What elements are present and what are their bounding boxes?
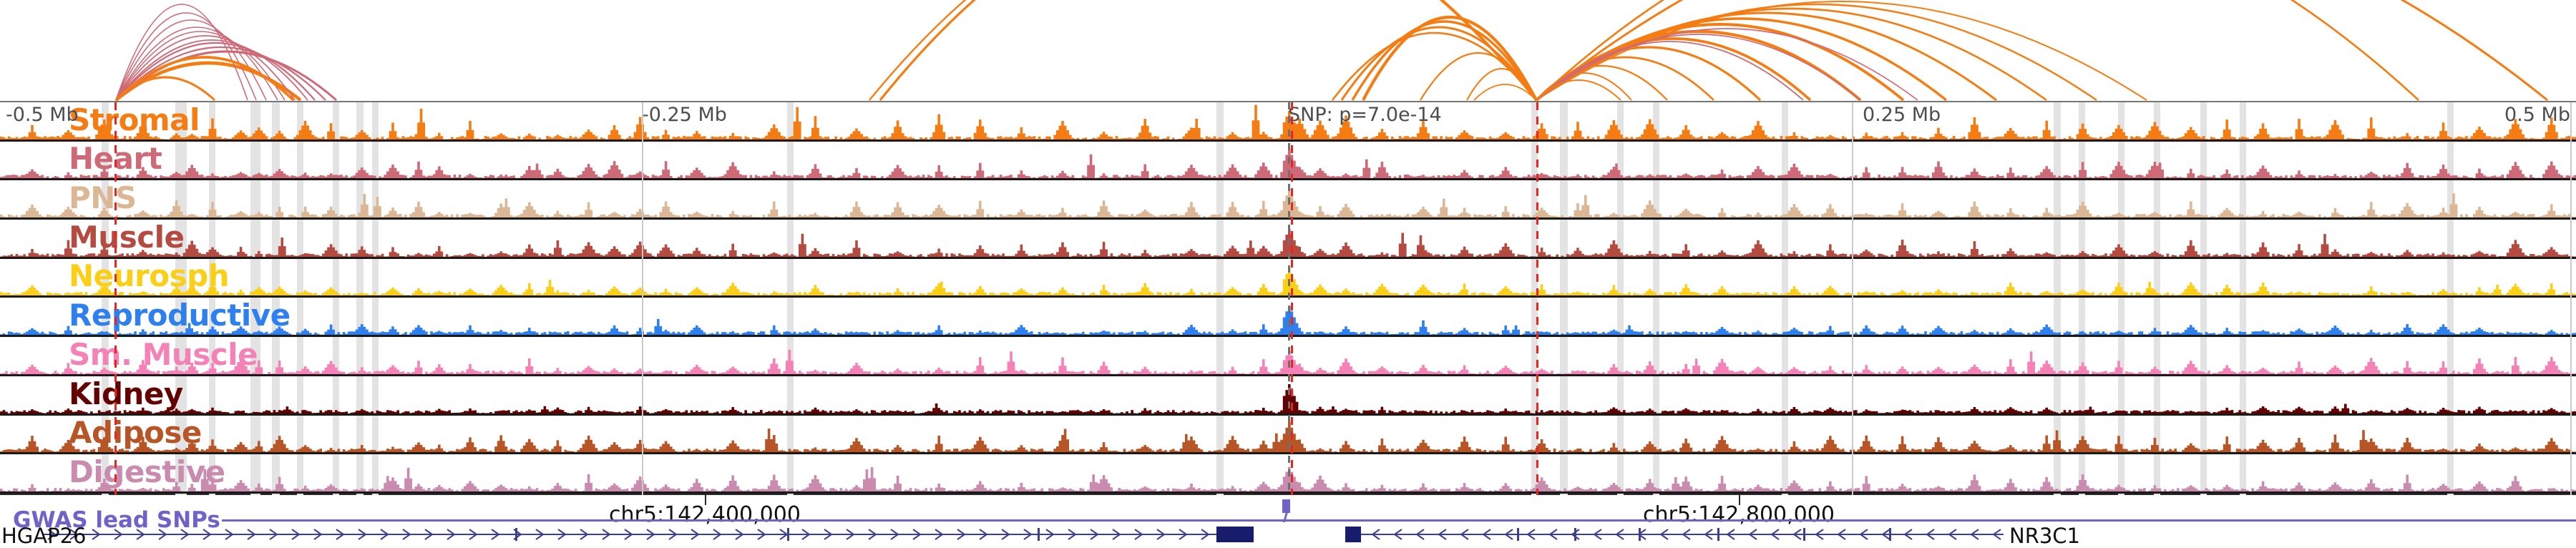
track-label-digestive: Digestive bbox=[69, 454, 225, 489]
gwas-snp-baseline bbox=[222, 519, 2576, 522]
chromatin-loop-arc bbox=[1351, 20, 1538, 101]
signal-histogram bbox=[0, 142, 2576, 179]
ruler-tick-0 bbox=[705, 494, 706, 505]
bottom-annotation-panel: chr5:142,400,000 chr5:142,800,000 GWAS le… bbox=[0, 494, 2576, 548]
chromatin-loop-arc bbox=[115, 4, 248, 101]
gene-terminal-exon bbox=[1345, 527, 1361, 542]
gwas-lead-snp-mark-0[interactable] bbox=[1282, 499, 1290, 513]
track-pns[interactable]: PNS bbox=[0, 180, 2576, 220]
gene-exon-tick bbox=[1717, 528, 1719, 541]
gene-row[interactable]: HGAP26 NR3C1 bbox=[0, 524, 2576, 548]
chromatin-loop-arc bbox=[1420, 52, 1537, 101]
signal-histogram bbox=[0, 416, 2576, 453]
gene-exon-tick bbox=[1517, 528, 1519, 541]
track-label-reproductive: Reproductive bbox=[69, 298, 291, 333]
signal-histogram bbox=[0, 221, 2576, 257]
track-baseline bbox=[0, 335, 2576, 338]
chromatin-loop-arc bbox=[115, 12, 257, 101]
track-sm-muscle[interactable]: Sm. Muscle bbox=[0, 337, 2576, 376]
arc-svg bbox=[114, 0, 2548, 101]
signal-histogram bbox=[0, 456, 2576, 491]
chromatin-loop-arc-long bbox=[879, 0, 1538, 101]
signal-track-panel: -0.5 Mb -0.25 Mb SNP: p=7.0e-14 0.25 Mb 0.5 … bbox=[0, 101, 2576, 495]
signal-histogram bbox=[0, 378, 2576, 414]
ruler-label-0: chr5:142,400,000 bbox=[609, 502, 801, 527]
gwas-lead-snps-label: GWAS lead SNPs bbox=[13, 507, 220, 533]
signal-histogram bbox=[0, 260, 2576, 296]
chromatin-loop-arc bbox=[115, 19, 267, 101]
track-baseline bbox=[0, 295, 2576, 298]
chromatin-loop-arc bbox=[115, 31, 286, 101]
track-label-muscle: Muscle bbox=[69, 220, 185, 255]
track-label-pns: PNS bbox=[69, 180, 137, 216]
ruler-label-1: chr5:142,800,000 bbox=[1643, 502, 1835, 527]
gene-exon-tick bbox=[1038, 528, 1040, 541]
track-baseline bbox=[0, 413, 2576, 416]
signal-histogram bbox=[0, 104, 2576, 140]
chromatin-loop-arc bbox=[1362, 16, 1538, 101]
gene-exon-tick bbox=[1574, 528, 1576, 541]
track-label-sm-muscle: Sm. Muscle bbox=[69, 337, 258, 372]
chromatin-loop-arc-panel bbox=[0, 0, 2576, 101]
chromatin-loop-arc bbox=[1536, 3, 2097, 101]
track-label-neurosph: Neurosph bbox=[69, 258, 230, 294]
gene-exon-tick bbox=[787, 528, 789, 541]
gene-label-nr3c1[interactable]: NR3C1 bbox=[2009, 524, 2080, 548]
track-adipose[interactable]: Adipose bbox=[0, 416, 2576, 455]
track-label-stromal: Stromal bbox=[69, 102, 200, 137]
track-stromal[interactable]: Stromal bbox=[0, 102, 2576, 142]
track-baseline bbox=[0, 452, 2576, 455]
track-label-heart: Heart bbox=[69, 141, 162, 177]
gene-exon-tick bbox=[1889, 528, 1891, 541]
signal-histogram bbox=[0, 338, 2576, 374]
chromatin-loop-arc bbox=[1473, 84, 1537, 101]
chromatin-loop-arc bbox=[115, 41, 316, 101]
signal-histogram bbox=[0, 299, 2576, 336]
track-kidney[interactable]: Kidney bbox=[0, 376, 2576, 416]
signal-histogram bbox=[0, 182, 2576, 218]
track-reproductive[interactable]: Reproductive bbox=[0, 298, 2576, 338]
track-baseline bbox=[0, 491, 2576, 494]
chromatin-loop-arc bbox=[115, 39, 308, 101]
track-neurosph[interactable]: Neurosph bbox=[0, 259, 2576, 298]
gene-exon-tick bbox=[1639, 528, 1641, 541]
gene-exon-tick bbox=[1803, 528, 1805, 541]
track-heart[interactable]: Heart bbox=[0, 142, 2576, 181]
chromatin-loop-arc-long bbox=[869, 0, 1537, 101]
coordinate-ruler-line bbox=[0, 494, 2576, 495]
chromatin-loop-arc bbox=[1331, 31, 1538, 101]
chromatin-loop-arc bbox=[1536, 41, 1804, 101]
ruler-tick-1 bbox=[1739, 494, 1740, 505]
track-baseline bbox=[0, 373, 2576, 376]
gene-label-hgap26[interactable]: HGAP26 bbox=[1, 524, 87, 548]
track-baseline bbox=[0, 256, 2576, 259]
chromatin-loop-arc bbox=[1536, 34, 1861, 101]
chromatin-loop-arc bbox=[115, 46, 326, 101]
gene-exon-tick bbox=[515, 528, 517, 541]
track-digestive[interactable]: Digestive bbox=[0, 454, 2576, 494]
track-label-kidney: Kidney bbox=[69, 376, 183, 411]
chromatin-loop-arc-long bbox=[1536, 0, 2548, 101]
gene-annotation-track[interactable]: HGAP26 NR3C1 bbox=[0, 524, 2576, 548]
track-muscle[interactable]: Muscle bbox=[0, 220, 2576, 259]
chromatin-loop-arc bbox=[115, 35, 296, 101]
chromatin-loop-arc bbox=[1536, 79, 1621, 101]
gene-terminal-exon bbox=[1216, 527, 1254, 542]
chromatin-loop-arc bbox=[114, 56, 295, 101]
track-label-adipose: Adipose bbox=[69, 415, 202, 451]
chromatin-loop-arc bbox=[1536, 28, 1918, 101]
track-baseline bbox=[0, 178, 2576, 181]
chromatin-loop-arc bbox=[1536, 1, 2147, 101]
gwas-lead-snp-track[interactable]: GWAS lead SNPs bbox=[0, 499, 2576, 533]
track-baseline bbox=[0, 217, 2576, 220]
gene-model-svg bbox=[43, 527, 2004, 542]
chromatin-loop-arc bbox=[115, 26, 278, 101]
track-baseline bbox=[0, 139, 2576, 142]
